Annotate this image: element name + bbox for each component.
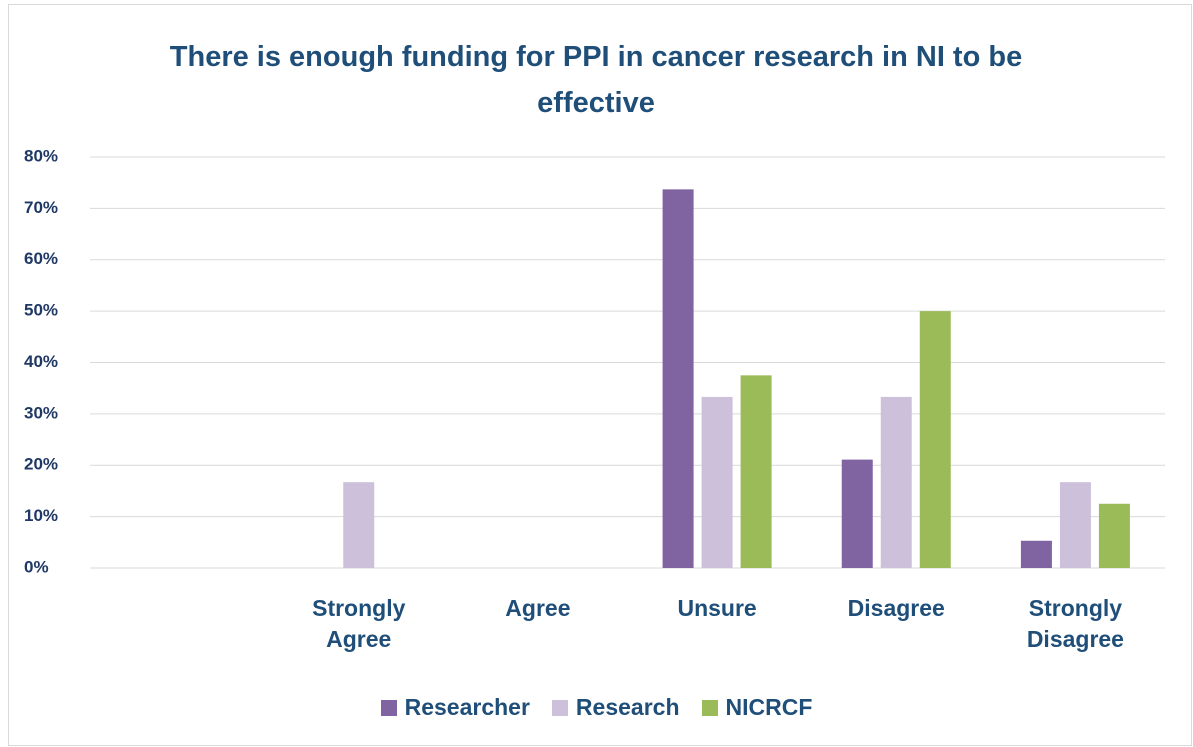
y-tick-label: 60% xyxy=(24,249,58,268)
bar xyxy=(343,482,375,568)
y-tick-label: 20% xyxy=(24,455,58,474)
legend-item: Researcher xyxy=(380,694,530,721)
legend-swatch xyxy=(380,699,397,716)
legend-label: Researcher xyxy=(404,694,530,720)
legend-label: NICRCF xyxy=(725,694,813,720)
x-tick-label: Strongly Agree xyxy=(312,595,406,652)
x-tick-label: Agree xyxy=(505,595,571,621)
legend-item: NICRCF xyxy=(701,694,813,721)
bar xyxy=(1098,503,1130,568)
y-tick-label: 40% xyxy=(24,352,58,371)
bar xyxy=(701,396,733,568)
y-tick-label: 70% xyxy=(24,198,58,217)
bar xyxy=(1059,482,1091,568)
legend-label: Research xyxy=(575,694,680,720)
y-tick-label: 50% xyxy=(24,301,58,320)
x-tick-label: Disagree xyxy=(847,595,945,621)
y-tick-label: 10% xyxy=(24,506,58,525)
chart-title: There is enough funding for PPI in cance… xyxy=(169,41,1023,119)
legend-item: Research xyxy=(551,694,680,721)
bar xyxy=(919,311,951,568)
legend: Researcher Research NICRCF xyxy=(0,694,1193,721)
legend-swatch xyxy=(701,699,718,716)
bar xyxy=(662,189,694,568)
bar xyxy=(1020,540,1052,568)
bar xyxy=(841,459,873,568)
x-tick-label: Unsure xyxy=(677,595,757,621)
bar xyxy=(740,375,772,568)
x-tick-label: Strongly Disagree xyxy=(1026,595,1124,652)
y-tick-label: 30% xyxy=(24,403,58,422)
y-tick-label: 0% xyxy=(24,557,49,576)
bar xyxy=(880,396,912,568)
y-tick-label: 80% xyxy=(24,146,58,165)
legend-swatch xyxy=(551,699,568,716)
chart-frame xyxy=(8,4,1192,746)
